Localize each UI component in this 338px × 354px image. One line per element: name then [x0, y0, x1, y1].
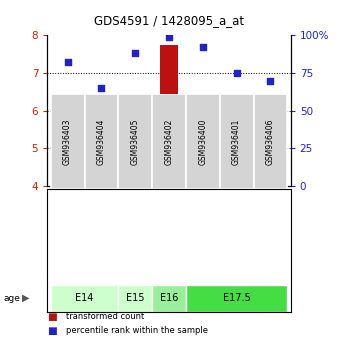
Bar: [254, 94, 287, 189]
Bar: [92, 179, 111, 186]
Bar: [186, 94, 220, 189]
Point: [99, 85, 104, 91]
Bar: [51, 94, 84, 189]
Text: GSM936406: GSM936406: [266, 118, 275, 165]
Bar: [160, 45, 178, 186]
Point: [268, 78, 273, 83]
Text: E16: E16: [160, 293, 178, 303]
Text: GDS4591 / 1428095_a_at: GDS4591 / 1428095_a_at: [94, 14, 244, 27]
Text: GSM936401: GSM936401: [232, 118, 241, 165]
Bar: [152, 94, 186, 189]
Bar: [227, 160, 246, 186]
Text: E15: E15: [126, 293, 144, 303]
Bar: [51, 285, 118, 312]
Point: [65, 59, 70, 65]
Point: [200, 45, 206, 50]
Text: age: age: [3, 294, 20, 303]
Point: [132, 51, 138, 56]
Text: ■: ■: [47, 312, 57, 322]
Bar: [193, 95, 212, 186]
Text: ▶: ▶: [22, 293, 29, 303]
Text: GSM936403: GSM936403: [63, 118, 72, 165]
Bar: [261, 172, 280, 186]
Text: percentile rank within the sample: percentile rank within the sample: [66, 326, 208, 336]
Bar: [58, 139, 77, 186]
Text: E14: E14: [75, 293, 94, 303]
Bar: [84, 94, 118, 189]
Text: GSM936404: GSM936404: [97, 118, 106, 165]
Point: [234, 70, 239, 76]
Bar: [118, 94, 152, 189]
Bar: [126, 118, 145, 186]
Text: GSM936405: GSM936405: [131, 118, 140, 165]
Bar: [152, 285, 186, 312]
Point: [166, 34, 172, 40]
Text: transformed count: transformed count: [66, 312, 144, 321]
Bar: [220, 94, 254, 189]
Text: GSM936402: GSM936402: [165, 118, 173, 165]
Bar: [186, 285, 287, 312]
Text: GSM936400: GSM936400: [198, 118, 207, 165]
Text: ■: ■: [47, 326, 57, 336]
Bar: [118, 285, 152, 312]
Text: E17.5: E17.5: [223, 293, 250, 303]
